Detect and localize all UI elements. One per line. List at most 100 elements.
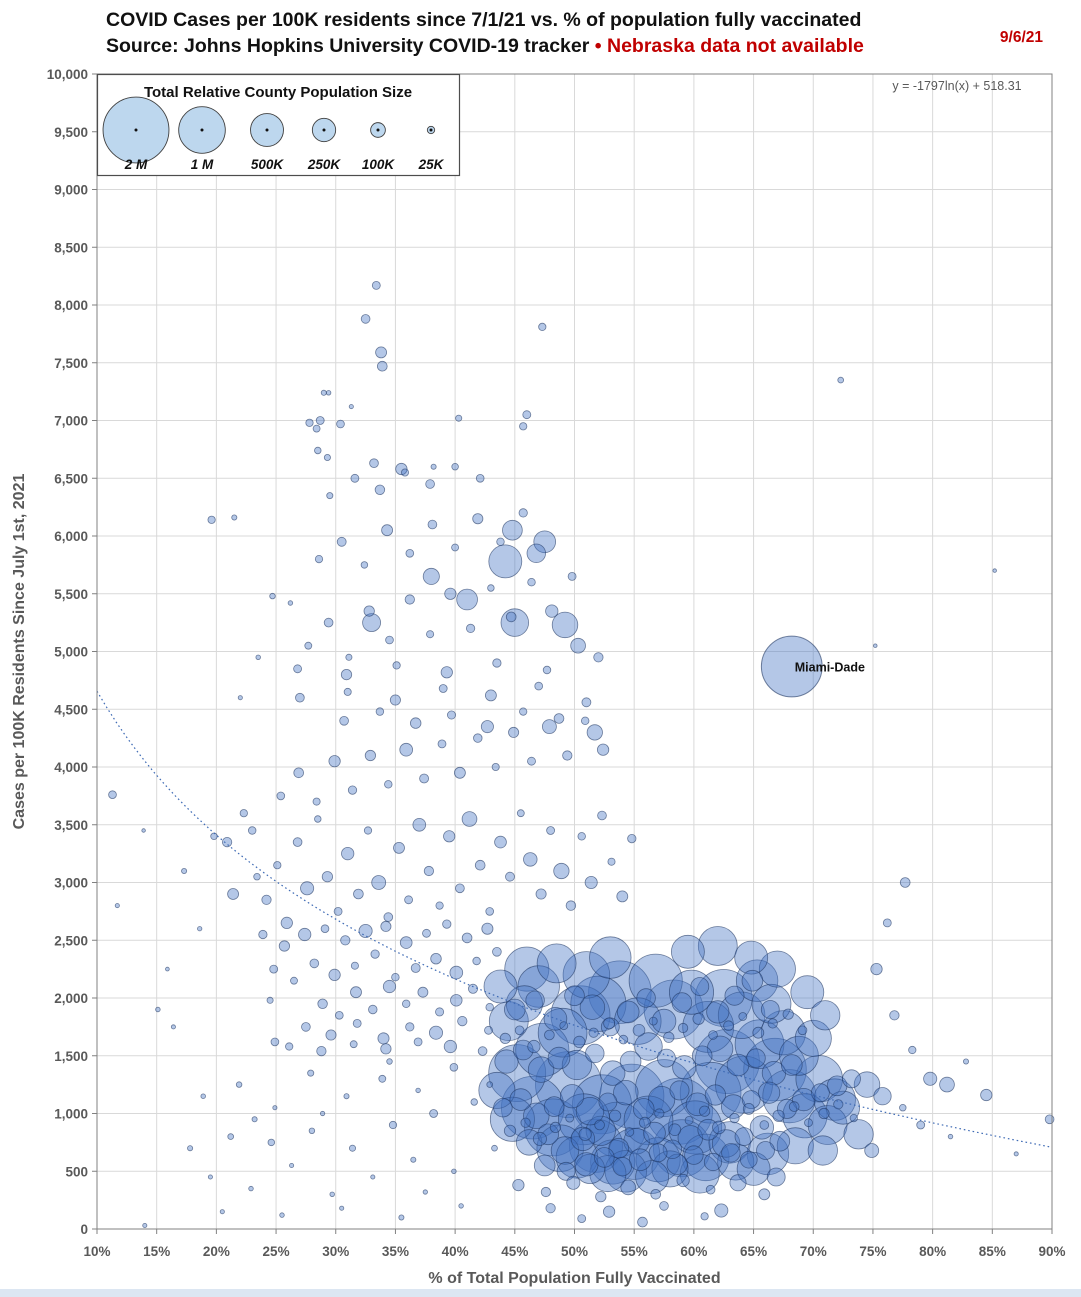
county-bubble — [269, 592, 276, 600]
county-bubble — [328, 755, 341, 768]
county-bubble — [375, 707, 385, 716]
y-tick-label: 2,500 — [54, 933, 88, 948]
county-bubble — [570, 637, 586, 654]
county-bubble — [758, 950, 796, 988]
county-bubble — [562, 951, 611, 999]
county-bubble — [453, 766, 466, 779]
county-bubble — [759, 1120, 770, 1130]
miami-dade-label: Miami-Dade — [795, 661, 865, 675]
county-bubble — [752, 1026, 765, 1039]
county-bubble — [247, 826, 257, 835]
county-bubble — [669, 969, 715, 1015]
county-bubble — [760, 1000, 780, 1019]
county-bubble — [544, 1029, 555, 1041]
legend-size-label: 2 M — [124, 157, 148, 172]
county-bubble — [405, 1022, 415, 1032]
county-bubble — [461, 932, 473, 944]
county-bubble — [181, 868, 188, 875]
county-bubble — [400, 468, 409, 477]
county-bubble — [735, 959, 779, 1002]
county-bubble — [258, 929, 268, 940]
county-bubble — [491, 763, 500, 772]
county-bubble — [343, 1093, 350, 1100]
county-bubble — [804, 1118, 813, 1128]
county-bubble — [712, 1120, 726, 1135]
county-bubble — [187, 1145, 194, 1152]
county-bubble — [269, 964, 279, 974]
county-bubble — [543, 1006, 568, 1031]
county-bubble — [305, 418, 314, 427]
county-bubble — [197, 926, 203, 932]
county-bubble — [767, 1018, 778, 1029]
county-bubble — [358, 924, 373, 939]
county-bubble — [493, 1097, 513, 1118]
county-bubble — [963, 1058, 970, 1065]
county-bubble — [526, 543, 547, 564]
miami-dade-bubble — [760, 635, 823, 698]
county-bubble — [624, 1127, 635, 1137]
county-bubble — [360, 561, 369, 569]
county-bubble — [457, 1015, 468, 1027]
county-bubble — [312, 424, 321, 433]
county-bubble — [533, 1154, 556, 1177]
county-bubble — [455, 883, 465, 894]
county-bubble — [378, 1074, 387, 1083]
county-bubble — [278, 940, 290, 952]
county-bubble — [343, 687, 352, 696]
county-bubble — [613, 1079, 639, 1106]
county-bubble — [329, 1191, 335, 1197]
county-bubble — [200, 1093, 206, 1099]
county-bubble — [882, 918, 892, 928]
county-bubble — [519, 422, 528, 431]
county-bubble — [527, 1039, 541, 1054]
county-bubble — [399, 936, 413, 949]
y-tick-label: 0 — [80, 1222, 88, 1237]
legend-size-label: 100K — [362, 157, 396, 172]
county-bubble — [588, 1027, 599, 1038]
county-bubble — [304, 641, 313, 650]
county-bubble — [114, 903, 120, 909]
y-tick-label: 5,500 — [54, 587, 88, 602]
county-bubble — [697, 926, 738, 966]
county-bubble — [608, 1109, 622, 1122]
county-bubble — [370, 949, 380, 959]
county-bubble — [385, 635, 394, 645]
county-bubble — [505, 611, 517, 623]
county-bubble — [419, 773, 430, 784]
y-tick-label: 5,000 — [54, 645, 88, 660]
county-bubble — [499, 1032, 511, 1045]
county-bubble — [488, 1044, 547, 1102]
x-tick-label: 20% — [203, 1244, 230, 1259]
county-bubble — [451, 463, 459, 471]
bubble-series — [108, 280, 1055, 1229]
county-bubble — [340, 935, 351, 946]
county-bubble — [546, 826, 555, 835]
county-bubble — [325, 1029, 337, 1041]
bottom-edge-strip — [0, 1289, 1081, 1297]
county-bubble — [721, 1143, 741, 1163]
county-bubble — [393, 842, 405, 854]
x-tick-label: 30% — [322, 1244, 349, 1259]
county-bubble — [648, 1016, 658, 1026]
county-bubble — [345, 653, 353, 661]
county-bubble — [589, 1155, 627, 1193]
county-bubble — [423, 865, 434, 877]
y-tick-label: 10,000 — [47, 67, 88, 82]
county-bubble — [280, 916, 293, 930]
county-bubble — [797, 1025, 808, 1036]
county-bubble — [756, 1141, 775, 1160]
x-tick-label: 75% — [859, 1244, 886, 1259]
county-bubble — [410, 963, 421, 973]
county-bubble — [523, 852, 538, 867]
y-axis-title: Cases per 100K Residents Since July 1st,… — [11, 474, 28, 830]
trendline — [96, 690, 1053, 1148]
county-bubble — [676, 1173, 690, 1188]
county-bubble — [350, 986, 362, 999]
county-bubble — [668, 1100, 723, 1155]
county-bubble — [533, 530, 556, 554]
county-bubble — [810, 1000, 841, 1031]
county-bubble — [522, 410, 532, 420]
county-bubble — [654, 1108, 665, 1119]
county-bubble — [422, 928, 431, 938]
county-bubble — [484, 689, 497, 702]
